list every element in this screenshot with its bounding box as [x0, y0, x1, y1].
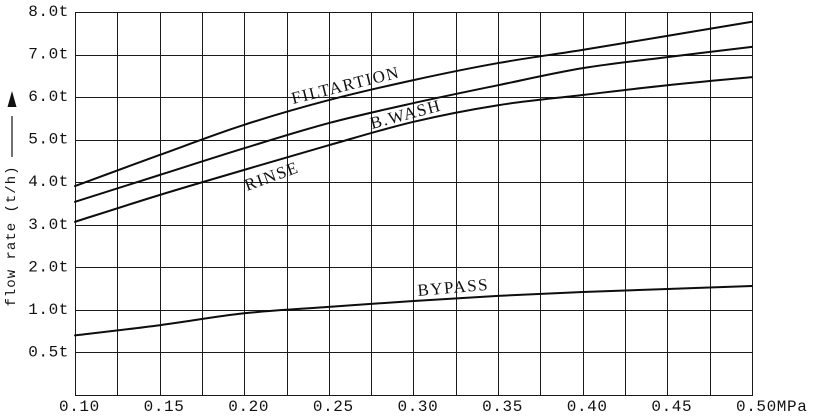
tick-labels: 8.0t 7.0t 6.0t 5.0t 4.0t 3.0t 2.0t 1.0t 0.5t 0.10…	[28, 3, 807, 416]
y-tick-label: 1.0t	[28, 301, 69, 319]
y-tick-label: 4.0t	[28, 173, 69, 191]
series-label-filtartion: FILTARTION	[289, 63, 401, 108]
x-tick-label: 0.15	[144, 398, 185, 416]
series-line-bypass	[74, 285, 753, 337]
y-axis-title: flow rate (t/h)	[4, 165, 20, 306]
x-tick-label: 0.40	[567, 398, 608, 416]
series-labels: FILTARTION B.WASH RINSE BYPASS	[242, 63, 490, 300]
x-tick-label: 0.50MPa	[736, 398, 807, 416]
x-tick-label: 0.45	[651, 398, 692, 416]
series-line-filtartion	[74, 20, 753, 188]
y-axis-title-group: flow rate (t/h)	[4, 91, 20, 307]
series-label-rinse: RINSE	[242, 158, 302, 195]
series-line-b-wash	[74, 45, 753, 203]
y-tick-label: 3.0t	[28, 216, 69, 234]
y-tick-label: 0.5t	[28, 343, 69, 361]
y-tick-label: 8.0t	[28, 3, 69, 21]
x-tick-label: 0.10	[59, 398, 100, 416]
grid-lines	[75, 12, 753, 396]
x-tick-label: 0.25	[313, 398, 354, 416]
y-tick-label: 6.0t	[28, 88, 69, 106]
series-line-rinse	[74, 76, 753, 223]
series-label-b-wash: B.WASH	[368, 96, 443, 133]
y-tick-label: 5.0t	[28, 131, 69, 149]
y-tick-label: 2.0t	[28, 258, 69, 276]
arrow-up-icon	[7, 91, 17, 107]
y-tick-label: 7.0t	[28, 46, 69, 64]
x-tick-label: 0.35	[482, 398, 523, 416]
series-lines	[74, 20, 753, 337]
x-tick-label: 0.20	[228, 398, 269, 416]
x-tick-label: 0.30	[398, 398, 439, 416]
